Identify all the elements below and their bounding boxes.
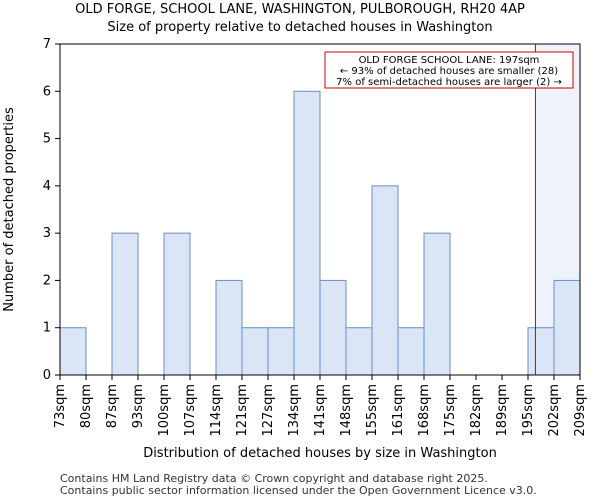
y-tick-label: 2 <box>43 273 51 288</box>
x-tick-label: 127sqm <box>261 384 276 437</box>
bar-73sqm <box>59 327 87 376</box>
x-tick-label: 73sqm <box>53 384 68 428</box>
x-tick-label: 155sqm <box>365 384 380 437</box>
x-tick-label: 87sqm <box>105 384 120 428</box>
y-tick-label: 6 <box>43 84 51 99</box>
x-tick-label: 161sqm <box>391 384 406 437</box>
y-tick-label: 5 <box>43 132 51 147</box>
footer-licence: Contains public sector information licen… <box>60 484 537 497</box>
bar-161sqm <box>397 327 425 376</box>
annotation-box <box>324 51 574 89</box>
x-tick-label: 141sqm <box>313 384 328 437</box>
bar-114sqm <box>215 279 243 376</box>
chart-title: OLD FORGE, SCHOOL LANE, WASHINGTON, PULB… <box>75 2 525 17</box>
annotation-line2: ← 93% of detached houses are smaller (28… <box>340 66 558 77</box>
x-tick-label: 168sqm <box>417 384 432 437</box>
x-tick-label: 202sqm <box>547 384 562 437</box>
x-axis-label: Distribution of detached houses by size … <box>143 446 497 461</box>
bar-202sqm <box>553 279 581 376</box>
y-tick-label: 3 <box>43 226 51 241</box>
y-tick-label: 0 <box>43 368 51 383</box>
bar-87sqm <box>111 232 139 376</box>
y-tick-label: 4 <box>43 179 51 194</box>
annotation-line1: OLD FORGE SCHOOL LANE: 197sqm <box>359 55 540 66</box>
y-tick-label: 1 <box>43 321 51 336</box>
x-tick-label: 195sqm <box>521 384 536 437</box>
x-tick-label: 93sqm <box>131 384 146 428</box>
annotation-line3: 7% of semi-detached houses are larger (2… <box>336 77 562 88</box>
x-tick-label: 148sqm <box>339 384 354 437</box>
bar-195sqm <box>527 327 555 376</box>
bar-141sqm <box>319 279 347 376</box>
bar-100sqm <box>163 232 191 376</box>
bar-121sqm <box>241 327 269 376</box>
x-tick-label: 107sqm <box>183 384 198 437</box>
x-tick-label: 100sqm <box>157 384 172 437</box>
bar-127sqm <box>267 327 295 376</box>
x-tick-label: 121sqm <box>235 384 250 437</box>
x-tick-label: 80sqm <box>79 384 94 428</box>
bar-168sqm <box>423 232 451 376</box>
bar-155sqm <box>371 185 399 376</box>
x-tick-label: 209sqm <box>573 384 588 437</box>
x-tick-label: 175sqm <box>443 384 458 437</box>
x-tick-label: 189sqm <box>495 384 510 437</box>
x-tick-label: 182sqm <box>469 384 484 437</box>
x-tick-label: 114sqm <box>209 384 224 437</box>
x-tick-label: 134sqm <box>287 384 302 437</box>
bar-134sqm <box>293 90 321 376</box>
footer-copyright: Contains HM Land Registry data © Crown c… <box>60 472 488 485</box>
y-axis-label: Number of detached properties <box>2 107 17 312</box>
chart-subtitle: Size of property relative to detached ho… <box>107 20 493 35</box>
y-tick-label: 7 <box>43 37 51 52</box>
bar-148sqm <box>345 327 373 376</box>
